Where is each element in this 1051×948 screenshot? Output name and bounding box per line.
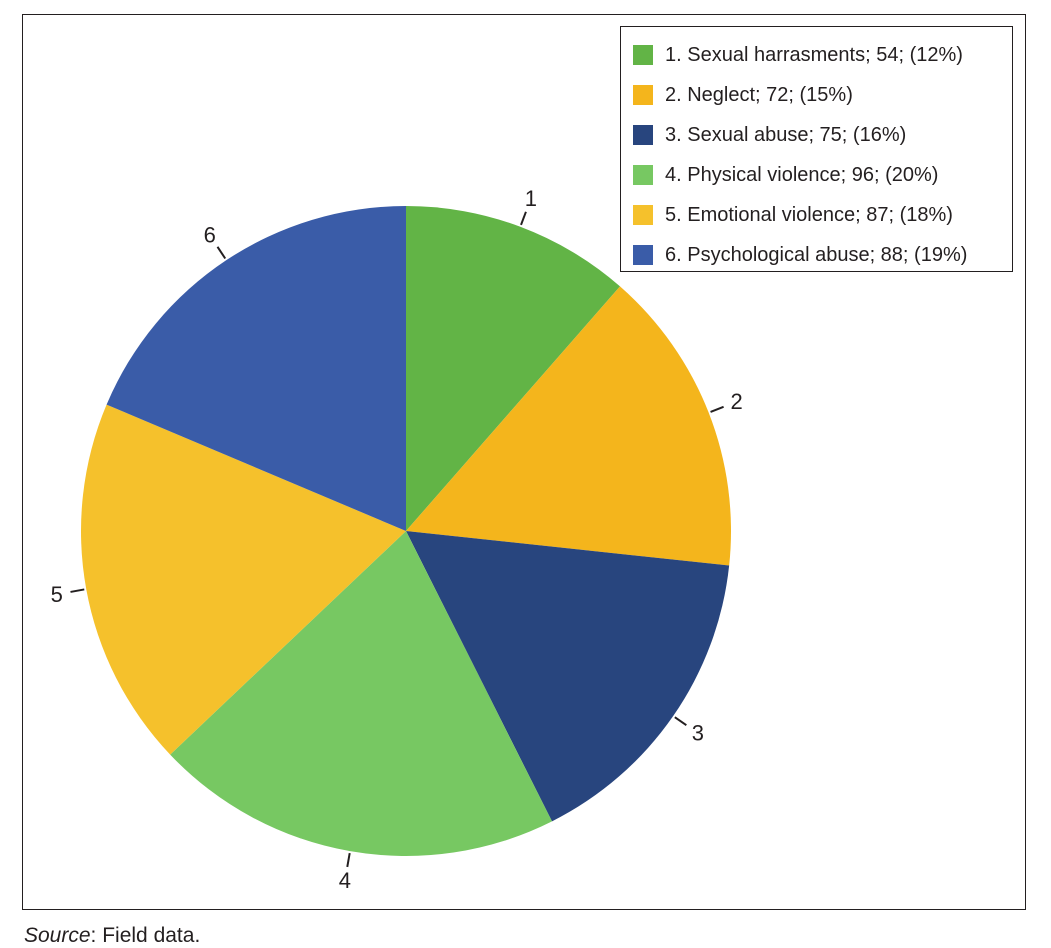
legend-label-3: 3. Sexual abuse; 75; (16%): [665, 123, 907, 146]
pie-slice-4: [170, 531, 553, 856]
slice-label-3: 3: [692, 721, 704, 746]
slice-label-1: 1: [525, 186, 537, 211]
legend-swatch-2: [633, 85, 653, 105]
legend-swatch-5: [633, 205, 653, 225]
slice-label-6: 6: [204, 223, 216, 248]
legend-item: 3. Sexual abuse; 75; (16%): [633, 115, 1012, 155]
slice-label-4: 4: [339, 868, 351, 893]
pie-slice-3: [406, 531, 730, 822]
leader-line-2: [710, 405, 724, 413]
leader-line-4: [346, 852, 351, 868]
legend-item: 2. Neglect; 72; (15%): [633, 75, 1012, 115]
leader-line-3: [674, 716, 687, 726]
legend-label-6: 6. Psychological abuse; 88; (19%): [665, 243, 968, 266]
legend-label-1: 1. Sexual harrasments; 54; (12%): [665, 43, 963, 66]
legend-item: 4. Physical violence; 96; (20%): [633, 155, 1012, 195]
leader-lines: [70, 211, 724, 868]
legend-swatch-3: [633, 125, 653, 145]
pie-slice-6: [106, 206, 406, 531]
legend-swatch-1: [633, 45, 653, 65]
leader-line-6: [216, 246, 227, 260]
leader-line-1: [520, 211, 527, 226]
slice-labels: 1 2 3 4 5 6: [51, 186, 743, 893]
pie-slices: [81, 206, 732, 856]
slice-label-2: 2: [730, 389, 742, 414]
legend-swatch-6: [633, 245, 653, 265]
legend-label-5: 5. Emotional violence; 87; (18%): [665, 203, 953, 226]
legend-label-2: 2. Neglect; 72; (15%): [665, 83, 853, 106]
legend-swatch-4: [633, 165, 653, 185]
legend: 1. Sexual harrasments; 54; (12%) 2. Negl…: [620, 26, 1013, 272]
source-note: Source: Field data.: [24, 924, 200, 948]
pie-slice-2: [406, 286, 732, 566]
pie-slice-5: [81, 404, 406, 755]
legend-item: 1. Sexual harrasments; 54; (12%): [633, 35, 1012, 75]
leader-line-5: [70, 588, 85, 593]
legend-label-4: 4. Physical violence; 96; (20%): [665, 163, 939, 186]
legend-item: 6. Psychological abuse; 88; (19%): [633, 235, 1012, 275]
source-text: : Field data.: [90, 924, 201, 947]
chart-frame: [22, 14, 1026, 910]
pie-slice-1: [406, 206, 621, 531]
legend-item: 5. Emotional violence; 87; (18%): [633, 195, 1012, 235]
slice-label-5: 5: [51, 582, 63, 607]
source-prefix: Source: [24, 924, 91, 947]
